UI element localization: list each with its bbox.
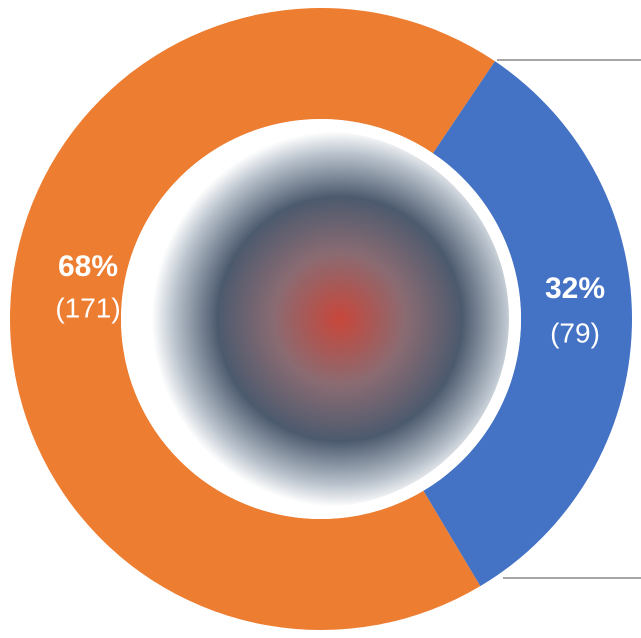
count-label: (171) bbox=[55, 292, 120, 323]
count-label: (79) bbox=[550, 317, 600, 348]
value-label: 32% bbox=[545, 272, 605, 305]
page: 32%(79)68%(171) (() => { const data = JS… bbox=[0, 0, 641, 638]
center-photo bbox=[133, 131, 509, 507]
chart: 32% (79) 68% (171) bbox=[0, 0, 641, 638]
value-label: 68% bbox=[58, 250, 118, 283]
